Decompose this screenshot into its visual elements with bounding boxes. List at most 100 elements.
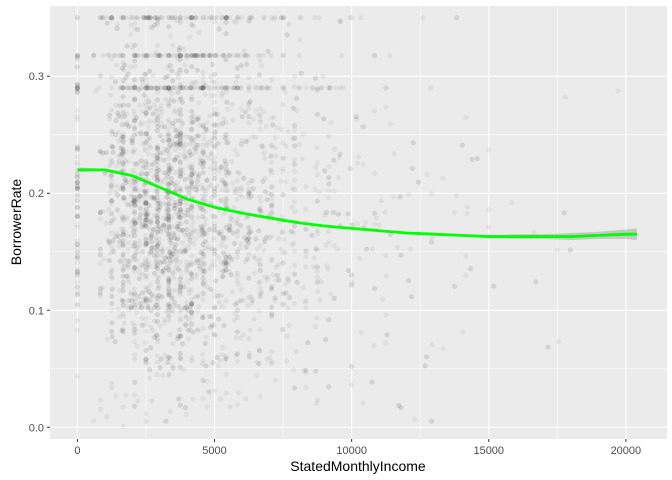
data-point bbox=[260, 144, 266, 150]
data-point bbox=[324, 263, 330, 269]
data-point bbox=[211, 106, 217, 112]
data-point bbox=[283, 179, 289, 185]
data-point bbox=[218, 293, 224, 299]
data-point bbox=[406, 191, 412, 197]
data-point bbox=[166, 286, 172, 292]
data-point bbox=[398, 405, 404, 411]
data-point bbox=[193, 15, 199, 21]
data-point bbox=[251, 271, 257, 277]
data-point bbox=[440, 345, 446, 351]
data-point bbox=[211, 258, 217, 264]
data-point bbox=[175, 89, 181, 95]
data-point bbox=[181, 46, 187, 52]
data-point bbox=[223, 255, 229, 261]
data-point bbox=[123, 273, 129, 279]
data-point bbox=[158, 356, 164, 362]
data-point bbox=[74, 301, 80, 307]
data-point bbox=[170, 270, 176, 276]
data-point bbox=[422, 363, 428, 369]
data-point bbox=[114, 207, 120, 213]
data-point bbox=[292, 262, 298, 268]
data-point bbox=[280, 85, 286, 91]
data-point bbox=[229, 213, 235, 219]
data-point bbox=[272, 114, 278, 120]
data-point bbox=[211, 388, 217, 394]
data-point bbox=[189, 271, 195, 277]
data-point bbox=[154, 168, 160, 174]
data-point bbox=[120, 229, 126, 235]
data-point bbox=[177, 316, 183, 322]
data-point bbox=[247, 190, 253, 196]
data-point bbox=[211, 19, 217, 25]
data-point bbox=[132, 253, 138, 259]
data-point bbox=[397, 194, 403, 200]
data-point bbox=[161, 222, 167, 228]
data-point bbox=[143, 219, 149, 225]
data-point bbox=[151, 159, 157, 165]
data-point bbox=[269, 210, 275, 216]
data-point bbox=[91, 418, 97, 424]
data-point bbox=[120, 251, 126, 257]
data-point bbox=[118, 85, 124, 91]
data-point bbox=[200, 275, 206, 281]
data-point bbox=[109, 320, 115, 326]
data-point bbox=[154, 172, 160, 178]
data-point bbox=[185, 307, 191, 313]
data-point bbox=[323, 337, 329, 343]
data-point bbox=[125, 276, 131, 282]
data-point bbox=[292, 177, 298, 183]
data-point bbox=[171, 157, 177, 163]
data-point bbox=[407, 246, 413, 252]
data-point bbox=[122, 175, 128, 181]
data-point bbox=[132, 124, 138, 130]
data-point bbox=[346, 268, 352, 274]
data-point bbox=[349, 282, 355, 288]
data-point bbox=[187, 237, 193, 243]
data-point bbox=[147, 219, 153, 225]
data-point bbox=[111, 216, 117, 222]
data-point bbox=[287, 295, 293, 301]
data-point bbox=[97, 252, 103, 258]
data-point bbox=[128, 32, 134, 38]
data-point bbox=[234, 329, 240, 335]
data-point bbox=[136, 294, 142, 300]
data-point bbox=[261, 15, 267, 21]
data-point bbox=[166, 207, 172, 213]
data-point bbox=[189, 64, 195, 70]
data-point bbox=[166, 201, 172, 207]
data-point bbox=[166, 53, 172, 59]
data-point bbox=[243, 53, 249, 59]
data-point bbox=[152, 335, 158, 341]
data-point bbox=[179, 240, 185, 246]
data-point bbox=[169, 295, 175, 301]
data-point bbox=[74, 242, 80, 248]
data-point bbox=[257, 242, 263, 248]
data-point bbox=[131, 229, 137, 235]
data-point bbox=[292, 301, 298, 307]
data-point bbox=[202, 245, 208, 251]
data-point bbox=[154, 372, 160, 378]
data-point bbox=[125, 202, 131, 208]
data-point bbox=[179, 121, 185, 127]
data-point bbox=[189, 296, 195, 302]
data-point bbox=[74, 260, 80, 266]
data-point bbox=[192, 294, 198, 300]
data-point bbox=[120, 326, 126, 332]
data-point bbox=[160, 248, 166, 254]
data-point bbox=[138, 170, 144, 176]
data-point bbox=[171, 232, 177, 238]
data-point bbox=[149, 239, 155, 245]
data-point bbox=[113, 183, 119, 189]
data-point bbox=[429, 418, 435, 424]
data-point bbox=[257, 285, 263, 291]
data-point bbox=[154, 312, 160, 318]
data-point bbox=[324, 209, 330, 215]
data-point bbox=[166, 275, 172, 281]
data-point bbox=[148, 282, 154, 288]
data-point bbox=[147, 367, 153, 373]
data-point bbox=[147, 219, 153, 225]
data-point bbox=[120, 232, 126, 238]
data-point bbox=[189, 96, 195, 102]
data-point bbox=[128, 85, 134, 91]
data-point bbox=[211, 122, 217, 128]
